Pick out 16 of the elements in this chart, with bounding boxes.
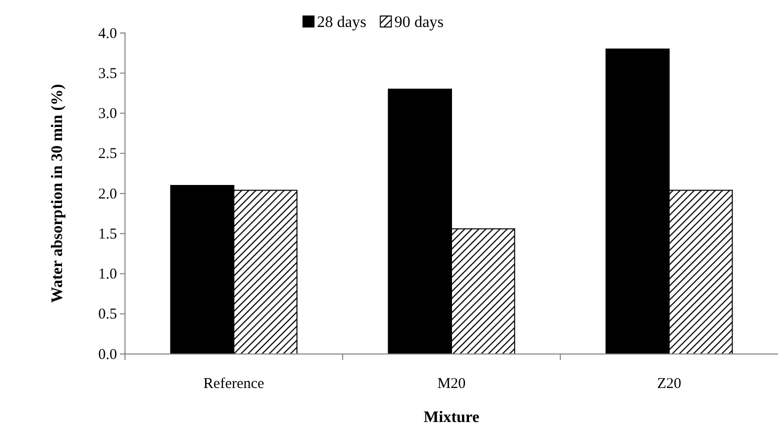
y-tick-label: 4.0: [98, 26, 117, 42]
y-tick-label: 1.0: [98, 266, 117, 283]
y-tick-label: 2.0: [98, 186, 117, 202]
y-tick-label: 3.0: [98, 106, 117, 122]
x-axis-title: Mixture: [424, 409, 480, 426]
y-tick-label: 3.5: [98, 66, 117, 82]
y-axis-title: Water absorption in 30 min (%): [49, 84, 66, 303]
y-tick-label: 2.5: [98, 146, 117, 162]
x-tick-label: Reference: [203, 376, 265, 392]
y-tick-label: 1.5: [98, 226, 117, 242]
legend-label: 90 days: [394, 14, 444, 31]
x-tick-label: Z20: [657, 376, 682, 392]
y-tick-label: 0.0: [98, 346, 117, 363]
legend-label: 28 days: [317, 14, 366, 31]
x-tick-label: M20: [437, 376, 466, 392]
y-tick-label: 0.5: [98, 306, 117, 323]
